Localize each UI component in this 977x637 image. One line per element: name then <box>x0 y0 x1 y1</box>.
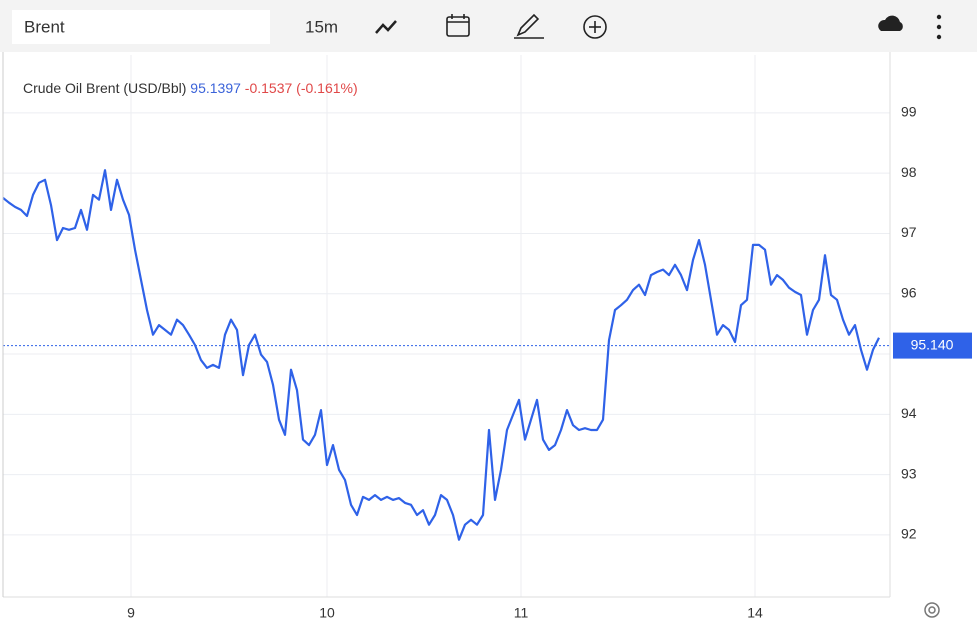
legend-title: Crude Oil Brent (USD/Bbl) <box>23 80 186 96</box>
download-icon[interactable] <box>878 15 903 31</box>
add-icon[interactable] <box>583 15 607 39</box>
x-tick-label: 10 <box>319 605 335 621</box>
legend-text: Crude Oil Brent (USD/Bbl) 95.1397 -0.153… <box>23 80 358 96</box>
last-price-tag <box>893 332 972 359</box>
y-tick-label: 94 <box>901 405 917 421</box>
last-price-label: 95.140 <box>911 336 954 352</box>
plot: 9293949596979899910111495.140 <box>2 52 972 621</box>
legend: Crude Oil Brent (USD/Bbl) 95.1397 -0.153… <box>23 80 358 96</box>
legend-change-pct: (-0.161%) <box>296 80 357 96</box>
calendar-icon[interactable] <box>446 14 470 37</box>
interval[interactable]: 15m <box>305 17 338 36</box>
legend-last: 95.1397 <box>190 80 241 96</box>
menu-icon[interactable] <box>936 14 942 40</box>
price-line <box>2 169 880 541</box>
y-tick-label: 98 <box>901 164 917 180</box>
y-tick-label: 92 <box>901 526 917 542</box>
legend-change: -0.1537 <box>245 80 293 96</box>
x-tick-label: 11 <box>514 605 529 621</box>
chart-type-icon[interactable] <box>375 20 397 34</box>
x-tick-label: 9 <box>127 605 135 621</box>
y-tick-label: 93 <box>901 465 917 481</box>
symbol-input[interactable] <box>12 10 270 44</box>
y-tick-label: 99 <box>901 104 917 120</box>
draw-icon[interactable] <box>514 13 544 39</box>
x-tick-label: 14 <box>747 605 763 621</box>
symbol: Brent <box>24 17 65 36</box>
y-tick-label: 97 <box>901 224 917 240</box>
settings-icon[interactable] <box>924 602 940 618</box>
y-tick-label: 96 <box>901 284 917 300</box>
